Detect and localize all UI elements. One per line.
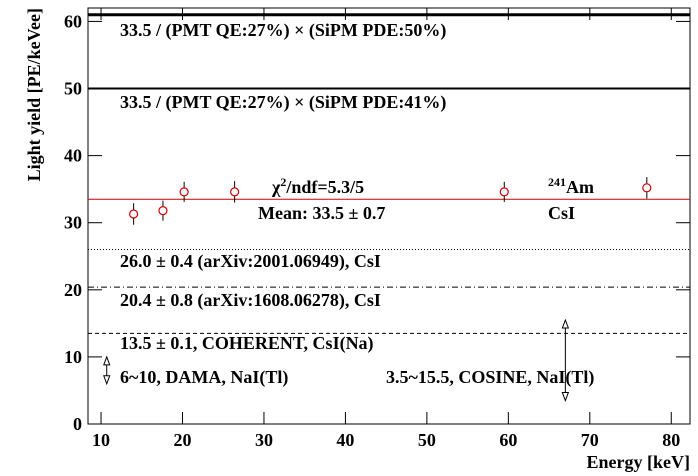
annotation-part: 26.0 ± 0.4 (arXiv:2001.06949), CsI [120,251,381,272]
annotation-part: 13.5 ± 0.1, COHERENT, CsI(Na) [120,333,374,354]
x-tick-label: 70 [581,430,599,450]
annotation: χ2/ndf=5.3/5 [271,175,364,197]
annotation: 6~10, DAMA, NaI(Tl) [120,367,288,388]
annotation-part: Mean: 33.5 ± 0.7 [258,203,385,223]
x-tick-label: 50 [418,430,436,450]
data-point [230,187,240,197]
annotation-part: χ [271,177,281,197]
y-axis-label: Light yield [PE/keVee] [24,8,44,181]
annotation: 20.4 ± 0.8 (arXiv:1608.06278), CsI [120,290,381,311]
y-tick-label: 40 [64,146,82,166]
x-tick-label: 60 [499,430,517,450]
plot-frame [87,7,691,425]
annotation-part: 33.5 / (PMT QE:27%) × (SiPM PDE:41%) [120,92,446,113]
annotation: CsI [548,203,575,223]
annotation-part: 2 [280,175,286,189]
data-point [129,209,139,219]
arrow-head [561,392,570,402]
annotation: 13.5 ± 0.1, COHERENT, CsI(Na) [120,333,374,354]
annotation: 33.5 / (PMT QE:27%) × (SiPM PDE:41%) [120,92,446,113]
annotation-part: 33.5 / (PMT QE:27%) × (SiPM PDE:50%) [120,20,446,41]
x-tick-label: 40 [336,430,354,450]
y-tick-label: 10 [64,347,82,367]
data-point [158,206,168,216]
x-tick-label: 80 [662,430,680,450]
arrow-head [103,375,111,386]
annotation: 3.5~15.5, COSINE, NaI(Tl) [386,367,594,388]
data-point [499,187,509,197]
annotation-part: 3.5~15.5, COSINE, NaI(Tl) [386,367,594,388]
y-tick-label: 30 [64,213,82,233]
annotation-part: 20.4 ± 0.8 (arXiv:1608.06278), CsI [120,290,381,311]
y-tick-label: 60 [64,11,82,31]
annotation-part: /ndf=5.3/5 [285,177,364,197]
data-point [642,183,652,193]
annotation: 241Am [548,175,594,197]
x-tick-label: 20 [173,430,191,450]
y-tick-label: 0 [73,414,82,434]
arrow-head [561,318,570,329]
annotation-part: CsI [548,203,575,223]
x-tick-label: 30 [255,430,273,450]
annotation: Mean: 33.5 ± 0.7 [258,203,385,223]
data-point [179,187,189,197]
annotation-part: Am [566,177,594,197]
y-tick-label: 20 [64,280,82,300]
annotation-part: 6~10, DAMA, NaI(Tl) [120,367,288,388]
x-axis-label: Energy [keV] [587,452,690,472]
x-tick-label: 10 [92,430,110,450]
arrow-head [103,355,111,366]
annotation-part: 241 [548,175,566,189]
annotation: 26.0 ± 0.4 (arXiv:2001.06949), CsI [120,251,381,272]
annotation: 33.5 / (PMT QE:27%) × (SiPM PDE:50%) [120,20,446,41]
y-tick-label: 50 [64,79,82,99]
